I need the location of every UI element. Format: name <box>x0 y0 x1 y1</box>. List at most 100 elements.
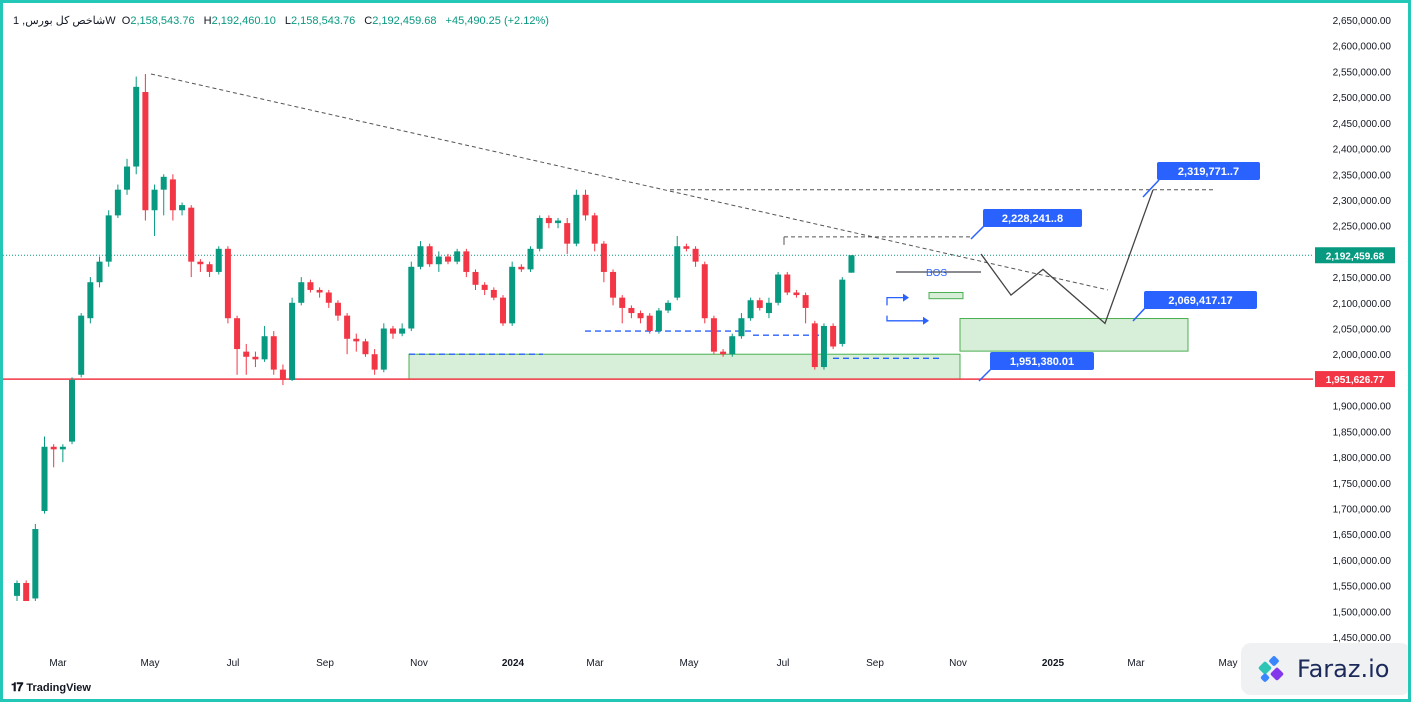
y-tick-label: 1,550,000.00 <box>1333 582 1392 593</box>
open-label: O <box>121 15 131 27</box>
candle-body <box>683 246 690 249</box>
y-tick-label: 1,600,000.00 <box>1333 556 1392 567</box>
close-label: C <box>364 15 373 27</box>
zone-label-text: 2,069,417.17 <box>1168 295 1232 307</box>
candle-body <box>426 246 433 265</box>
candle-body <box>555 220 562 224</box>
support-price-tag: 1,951,626.77 <box>1315 371 1395 388</box>
x-tick-label: Mar <box>49 658 67 669</box>
candle-body <box>325 292 332 303</box>
candle-body <box>50 446 57 450</box>
symbol-label[interactable]: شاخص کل بورس, 1W <box>13 15 116 27</box>
x-tick-label: Mar <box>586 658 604 669</box>
x-tick-label: Sep <box>866 658 884 669</box>
y-tick-label: 2,000,000.00 <box>1333 350 1392 361</box>
candle-body <box>545 217 552 224</box>
candle-body <box>536 217 543 249</box>
candle-body <box>839 279 846 344</box>
candle-body <box>463 251 470 272</box>
demand-zone-target <box>959 318 1189 352</box>
candle-body <box>215 248 222 272</box>
current-price-tag-text: 2,192,459.68 <box>1326 251 1385 262</box>
arrow-head-2 <box>923 316 929 325</box>
candle-body <box>371 354 378 370</box>
bos-text: BOS <box>926 268 947 279</box>
close-value: 2,192,459.68 <box>372 15 437 27</box>
x-tick-label: Jul <box>227 658 240 669</box>
candle-body <box>481 284 488 290</box>
candle-body <box>665 302 672 311</box>
candle-body <box>151 189 158 211</box>
candle-body <box>720 351 727 355</box>
candle-body <box>646 315 653 332</box>
target-top-label-text: 2,319,771..7 <box>1178 166 1239 178</box>
y-tick-label: 1,900,000.00 <box>1333 402 1392 413</box>
candle-body <box>105 215 112 262</box>
low-value: 2,158,543.76 <box>291 15 356 27</box>
ohlc-header: شاخص کل بورس, 1W O2,158,543.76 H2,192,46… <box>13 14 549 27</box>
y-tick-label: 2,550,000.00 <box>1333 67 1392 78</box>
candle-body <box>243 351 250 357</box>
candle-body <box>169 179 176 211</box>
target-mid-label-text: 2,228,241..8 <box>1002 213 1063 225</box>
candle-body <box>509 266 516 324</box>
y-tick-label: 1,700,000.00 <box>1333 504 1392 515</box>
x-tick-label: May <box>141 658 160 669</box>
candle-body <box>261 336 268 360</box>
support-label-pointer <box>978 367 993 382</box>
candle-body <box>775 274 782 303</box>
tradingview-label: TradingView <box>26 681 91 694</box>
candle-body <box>279 369 286 380</box>
candle-body <box>197 261 204 265</box>
candle-body <box>78 315 85 375</box>
high-label: H <box>203 15 212 27</box>
arrow-head-1 <box>903 293 909 302</box>
trend-line <box>150 73 1109 291</box>
price-chart[interactable]: 2,319,771..7 2,228,241..8 2,069,417.17 1,95… <box>3 3 1408 699</box>
candle-body <box>87 282 94 319</box>
faraz-label: Faraz.io <box>1297 655 1390 683</box>
y-tick-label: 2,600,000.00 <box>1333 42 1392 53</box>
y-tick-label: 2,450,000.00 <box>1333 119 1392 130</box>
candle-body <box>573 194 580 244</box>
x-tick-label: Jul <box>777 658 790 669</box>
x-tick-label: Nov <box>410 658 428 669</box>
candle-body <box>637 313 644 319</box>
y-tick-label: 2,100,000.00 <box>1333 299 1392 310</box>
current-price-tag: 2,192,459.68 <box>1315 247 1395 264</box>
support-label-box <box>990 352 1094 370</box>
candle-body <box>500 297 507 324</box>
candle-body <box>747 300 754 319</box>
candle-body <box>472 271 479 285</box>
open-value: 2,158,543.76 <box>130 15 195 27</box>
candle-body <box>96 261 103 283</box>
low-label: L <box>284 15 291 27</box>
candle-body <box>830 325 837 347</box>
y-tick-label: 2,650,000.00 <box>1333 16 1392 27</box>
target-mid-label-box <box>983 209 1082 227</box>
x-tick-label: Mar <box>1127 658 1145 669</box>
candle-body <box>160 176 167 190</box>
tradingview-logo[interactable]: 𝟏𝟕 TradingView <box>11 680 91 695</box>
support-price-tag-text: 1,951,626.77 <box>1326 375 1385 386</box>
candle-body <box>69 379 76 442</box>
candle-body <box>756 300 763 308</box>
candle-body <box>564 223 571 244</box>
candle-body <box>793 292 800 296</box>
candle-body <box>729 336 736 355</box>
y-tick-label: 2,150,000.00 <box>1333 273 1392 284</box>
y-tick-label: 1,650,000.00 <box>1333 530 1392 541</box>
candle-body <box>738 318 745 337</box>
candle-body <box>206 264 213 272</box>
candle-body <box>490 289 497 298</box>
candle-body <box>298 282 305 303</box>
candle-body <box>32 529 39 599</box>
y-tick-label: 1,850,000.00 <box>1333 427 1392 438</box>
candle-body <box>389 328 396 334</box>
candle-body <box>628 307 635 314</box>
support-label-text: 1,951,380.01 <box>1010 356 1074 368</box>
candle-body <box>289 302 296 380</box>
x-tick-label: 2024 <box>502 658 525 669</box>
candle-body <box>234 318 241 350</box>
y-tick-label: 2,300,000.00 <box>1333 196 1392 207</box>
